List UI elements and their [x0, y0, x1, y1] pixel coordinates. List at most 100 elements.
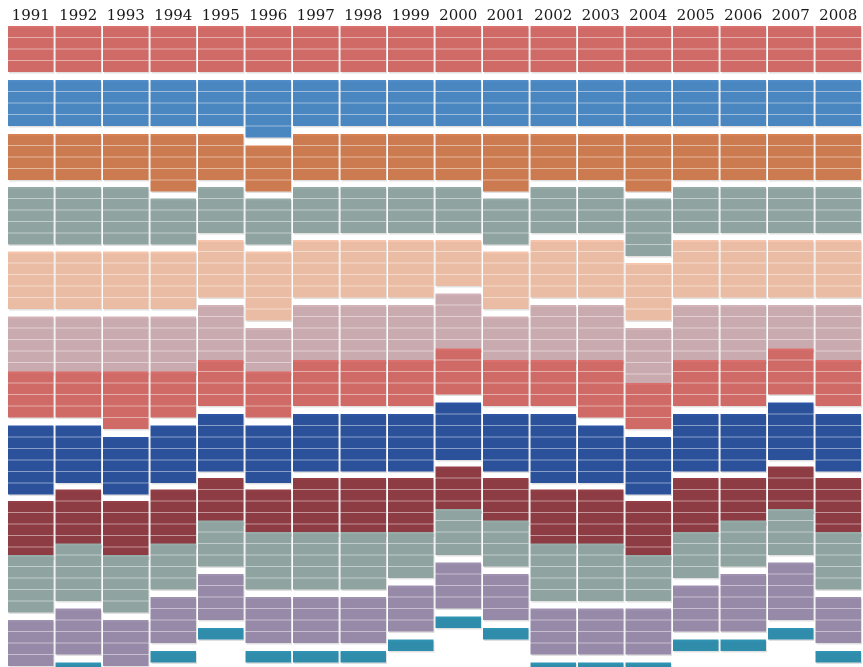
year-label-1994: 1994 — [154, 6, 192, 24]
cell-series3-1996 — [245, 145, 292, 193]
cell-series11-1995 — [198, 574, 245, 622]
cell-series2-2003 — [578, 80, 625, 128]
cell-series9-2005 — [673, 478, 720, 537]
cell-series8-2000 — [435, 402, 482, 462]
cell-series9-1994 — [150, 489, 197, 549]
cell-series8-1998 — [340, 414, 387, 473]
cell-series7-1999 — [388, 360, 435, 408]
cell-series1-2004 — [625, 26, 672, 74]
cell-series9-2003 — [578, 489, 625, 549]
cell-series1-2002 — [530, 26, 577, 74]
cell-series5-1996 — [245, 251, 292, 322]
cell-series4-2008 — [815, 187, 862, 235]
cell-series12-1997 — [293, 651, 340, 664]
cell-series8-2006 — [720, 414, 767, 473]
cell-series1-2000 — [435, 26, 482, 74]
cell-series10-1991 — [8, 555, 55, 614]
cell-series12-1999 — [388, 639, 435, 653]
cell-series9-2006 — [720, 478, 767, 526]
cell-series2-1992 — [55, 80, 102, 128]
cell-series6-2006 — [720, 305, 767, 364]
cell-series10-1992 — [55, 543, 102, 603]
cell-series4-2001 — [483, 198, 530, 246]
cell-series10-1995 — [198, 520, 245, 568]
cell-series4-1991 — [8, 187, 55, 246]
cell-series6-2007 — [768, 305, 815, 353]
cell-series11-1997 — [293, 597, 340, 645]
cell-series10-1996 — [245, 532, 292, 591]
cell-series3-2002 — [530, 134, 577, 182]
cell-series7-2002 — [530, 360, 577, 408]
cell-series9-2001 — [483, 478, 530, 526]
cell-series8-2004 — [625, 437, 672, 496]
cell-series6-2005 — [673, 305, 720, 364]
cell-series6-1992 — [55, 316, 102, 376]
year-label-2003: 2003 — [582, 6, 620, 24]
cell-series7-1994 — [150, 371, 197, 419]
cell-series2-2004 — [625, 80, 672, 128]
cell-series1-1994 — [150, 26, 197, 74]
cell-series6-2003 — [578, 305, 625, 364]
cell-series6-1994 — [150, 316, 197, 376]
year-label-1996: 1996 — [249, 6, 287, 24]
cell-series10-2000 — [435, 509, 482, 557]
cell-series2-1995 — [198, 80, 245, 128]
cell-series8-1992 — [55, 425, 102, 485]
cell-series11-2008 — [815, 597, 862, 645]
cell-series12-2007 — [768, 628, 815, 641]
cell-series6-1996 — [245, 328, 292, 376]
cell-series11-2002 — [530, 608, 577, 656]
year-label-2002: 2002 — [534, 6, 572, 24]
cell-series1-2003 — [578, 26, 625, 74]
cell-series11-1991 — [8, 620, 55, 667]
cell-series4-2000 — [435, 187, 482, 235]
cell-series2-1993 — [103, 80, 150, 128]
cell-series1-2001 — [483, 26, 530, 74]
cell-series5-2004 — [625, 263, 672, 322]
cell-series7-1992 — [55, 371, 102, 419]
cell-series9-2002 — [530, 489, 577, 549]
cell-series7-1995 — [198, 360, 245, 408]
cell-series2-2006 — [720, 80, 767, 128]
cell-series11-1994 — [150, 597, 197, 645]
cell-series9-1991 — [8, 501, 55, 560]
cell-series5-1998 — [340, 240, 387, 299]
cell-series3-2008 — [815, 134, 862, 182]
cell-series1-1991 — [8, 26, 55, 74]
cell-series6-1993 — [103, 316, 150, 376]
cell-series4-2003 — [578, 187, 625, 235]
cell-series1-1995 — [198, 26, 245, 74]
cell-series8-2008 — [815, 414, 862, 473]
year-label-1998: 1998 — [344, 6, 382, 24]
year-label-2004: 2004 — [629, 6, 667, 24]
year-label-1993: 1993 — [107, 6, 145, 24]
cell-series1-1998 — [340, 26, 387, 74]
cell-series12-2006 — [720, 639, 767, 653]
cell-series8-1991 — [8, 425, 55, 496]
cell-series3-1991 — [8, 134, 55, 182]
cell-series12-2001 — [483, 628, 530, 641]
cell-series5-1993 — [103, 251, 150, 311]
cell-series11-2000 — [435, 562, 482, 610]
cell-series2-1996 — [245, 80, 292, 139]
cell-series6-2000 — [435, 293, 482, 353]
cell-series11-1996 — [245, 597, 292, 645]
cell-series1-2005 — [673, 26, 720, 74]
year-label-2008: 2008 — [819, 6, 857, 24]
cell-series8-1997 — [293, 414, 340, 473]
cell-series6-2004 — [625, 328, 672, 387]
cells — [8, 26, 862, 667]
year-label-2001: 2001 — [487, 6, 525, 24]
cell-series3-1995 — [198, 134, 245, 182]
cell-series8-1999 — [388, 414, 435, 473]
cell-series2-2007 — [768, 80, 815, 128]
cell-series5-2000 — [435, 240, 482, 288]
cell-series4-1999 — [388, 187, 435, 235]
cell-series6-1998 — [340, 305, 387, 364]
cell-series7-2003 — [578, 360, 625, 419]
cell-series2-2008 — [815, 80, 862, 128]
cell-series6-2001 — [483, 316, 530, 364]
cell-series3-2007 — [768, 134, 815, 182]
cell-series4-2007 — [768, 187, 815, 235]
